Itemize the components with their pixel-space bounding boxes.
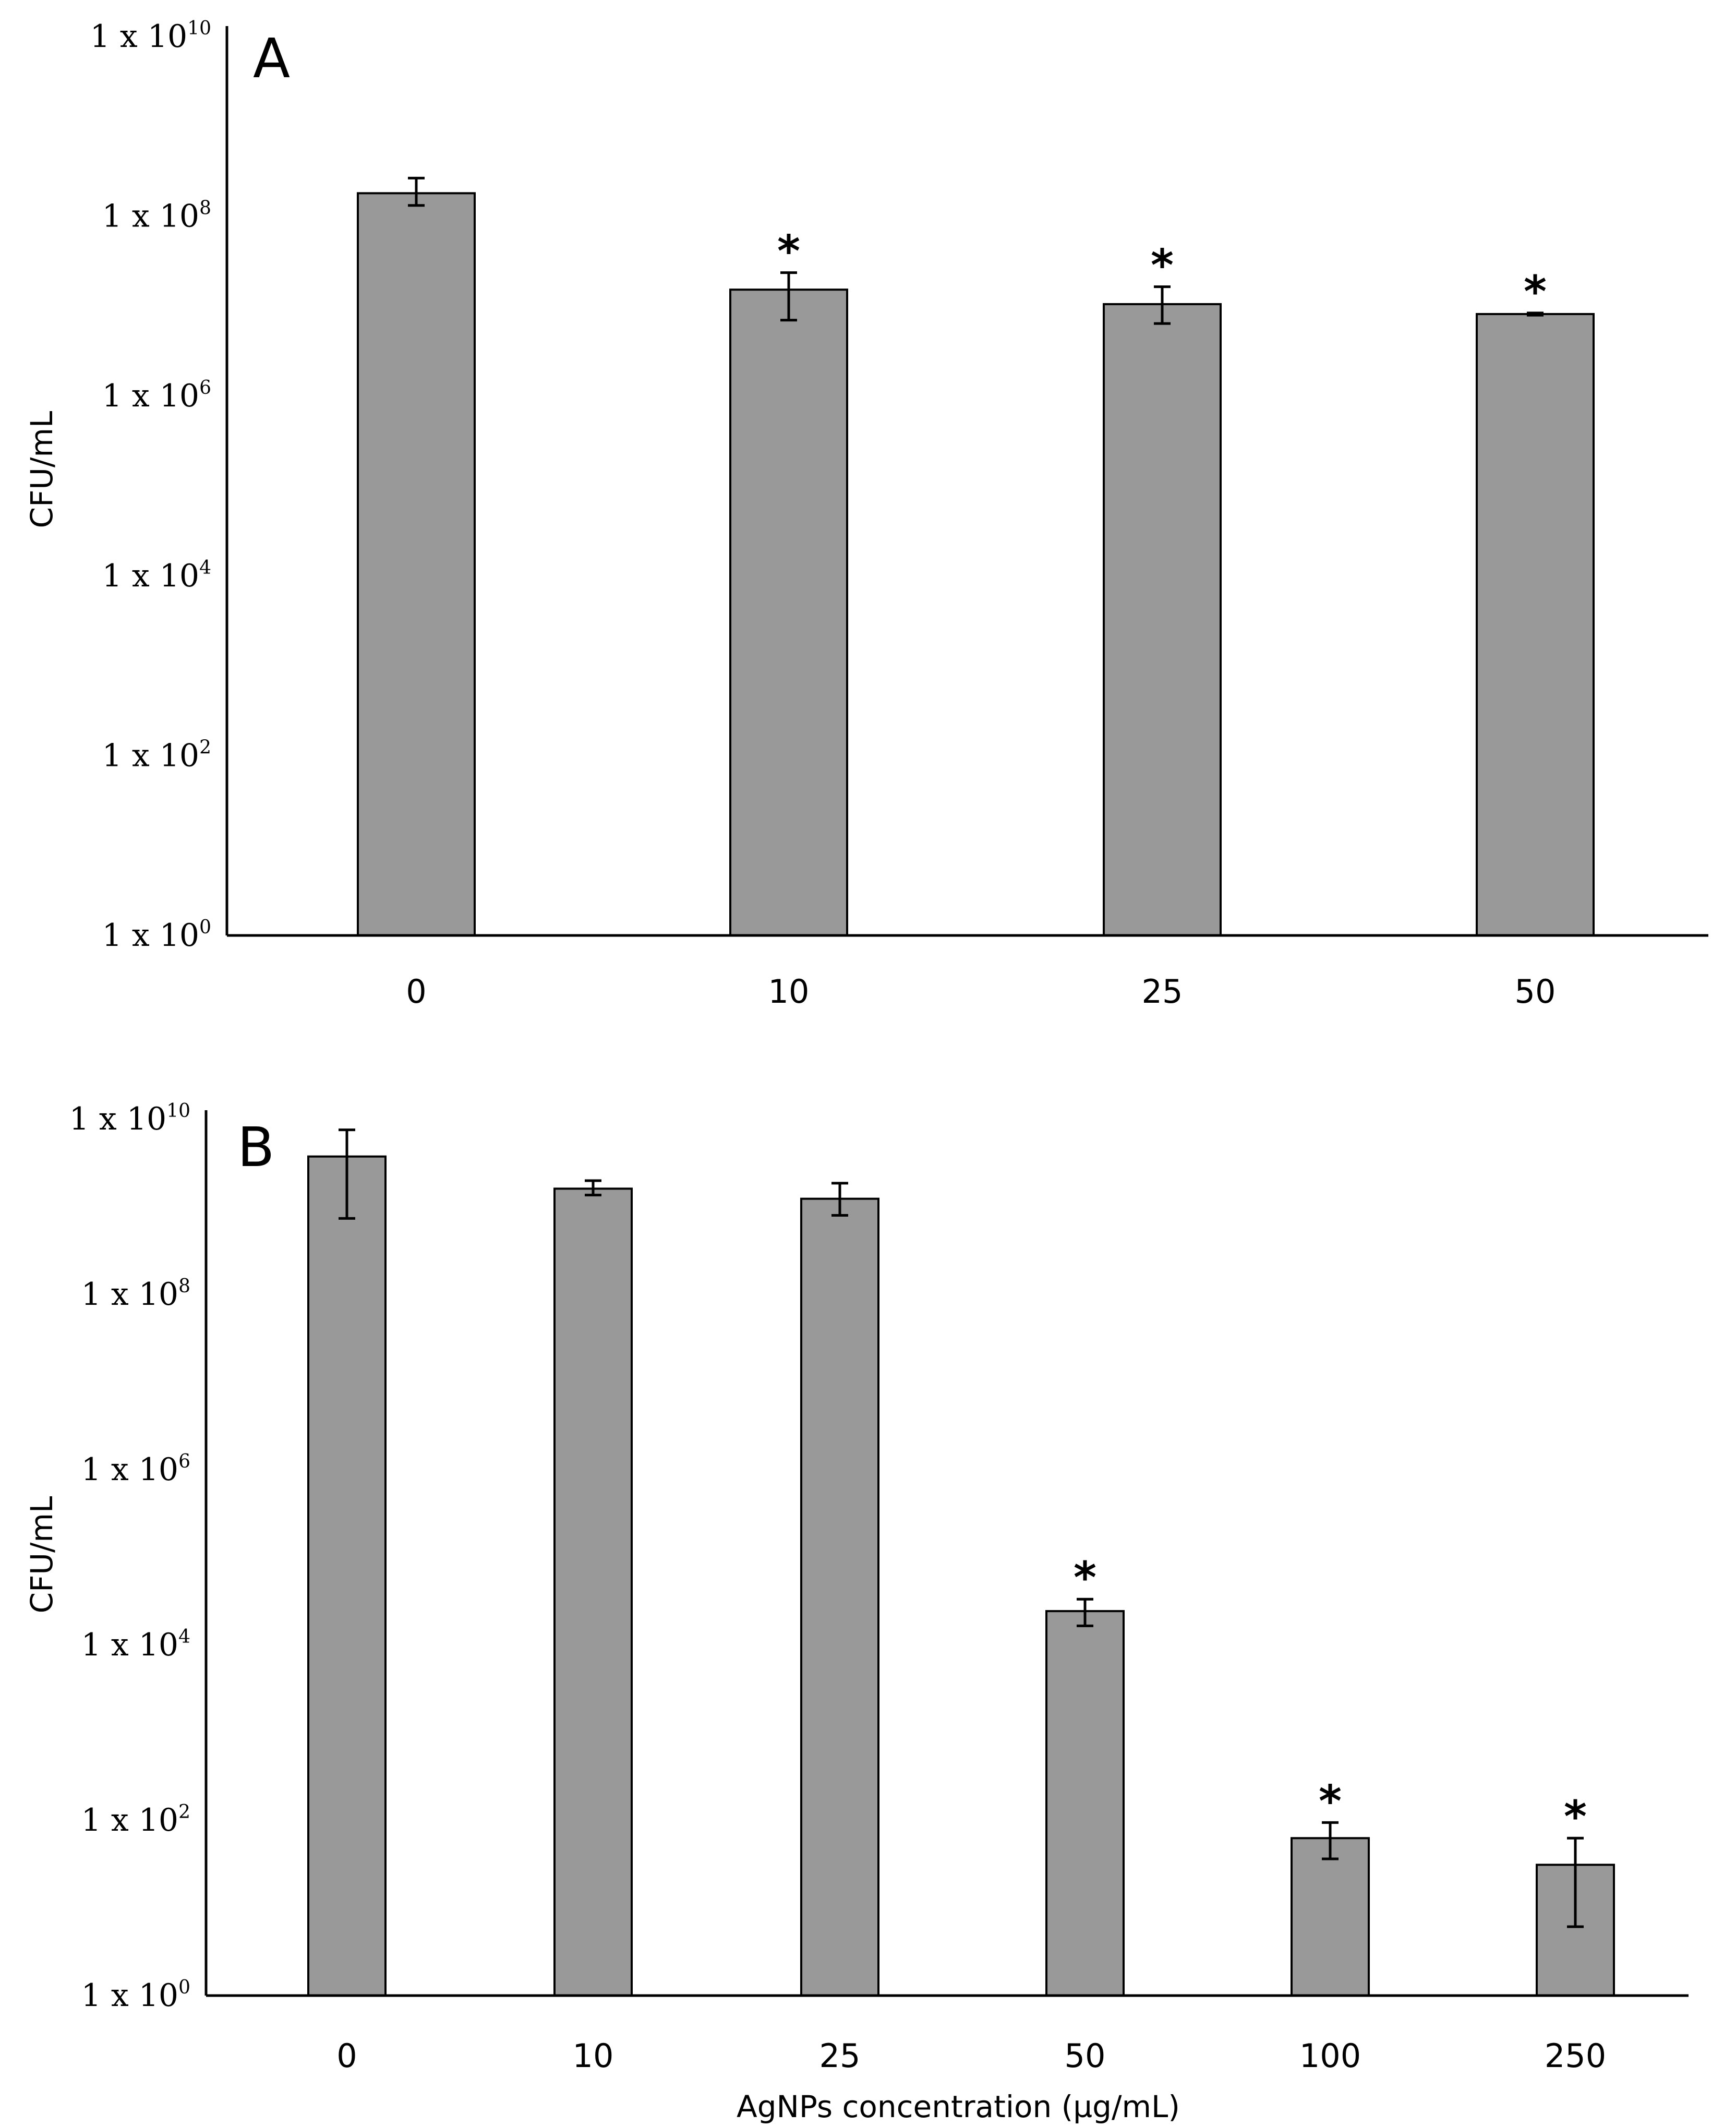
bar xyxy=(553,1187,633,1997)
x-tick-label: 50 xyxy=(1065,2037,1106,2075)
y-tick-label: 1 x 108 xyxy=(81,1276,190,1313)
y-tick-label: 1 x 106 xyxy=(81,1451,190,1488)
x-tick-label: 25 xyxy=(819,2037,861,2075)
panel-b-error-bars xyxy=(339,1128,1584,1928)
y-tick-exponent: 4 xyxy=(178,1626,190,1648)
y-tick-base: 1 x 10 xyxy=(90,18,188,55)
x-tick-label: 10 xyxy=(768,972,810,1011)
y-tick-exponent: 10 xyxy=(187,18,211,39)
x-tick-label: 25 xyxy=(1142,972,1183,1011)
y-tick-exponent: 4 xyxy=(199,557,211,579)
panel-b-y-axis-title: CFU/mL xyxy=(24,1496,59,1614)
bar xyxy=(1476,313,1595,937)
y-tick-base: 1 x 10 xyxy=(81,1451,179,1488)
y-tick-label: 1 x 1010 xyxy=(69,1100,190,1137)
x-tick-label: 10 xyxy=(573,2037,614,2075)
panel-a-x-tick-labels: 0 10 25 50 xyxy=(406,972,1556,1011)
x-tick-label: 250 xyxy=(1545,2037,1606,2075)
significance-star: * xyxy=(777,226,800,277)
bar xyxy=(1045,1610,1125,1997)
y-tick-label: 1 x 104 xyxy=(102,557,211,594)
significance-star: * xyxy=(1151,240,1174,291)
panel-a-y-axis-title: CFU/mL xyxy=(24,411,59,529)
y-tick-label: 1 x 1010 xyxy=(90,18,211,55)
y-tick-exponent: 2 xyxy=(178,1801,190,1823)
panel-b-bars xyxy=(307,1155,1615,1997)
panel-b-significance-markers: * * * xyxy=(1074,1552,1587,1842)
panel-a-label: A xyxy=(253,27,290,90)
y-tick-label: 1 x 106 xyxy=(102,377,211,414)
y-tick-exponent: 10 xyxy=(166,1100,190,1122)
bar xyxy=(1103,303,1222,936)
y-tick-base: 1 x 10 xyxy=(81,1802,179,1839)
significance-star: * xyxy=(1074,1552,1096,1603)
y-tick-base: 1 x 10 xyxy=(102,917,200,954)
x-tick-label: 100 xyxy=(1299,2037,1361,2075)
y-tick-base: 1 x 10 xyxy=(81,1276,179,1313)
y-tick-base: 1 x 10 xyxy=(102,378,200,414)
y-tick-base: 1 x 10 xyxy=(102,198,200,235)
y-tick-label: 1 x 100 xyxy=(102,917,211,954)
y-tick-exponent: 8 xyxy=(199,198,211,219)
y-tick-exponent: 0 xyxy=(199,917,211,938)
y-tick-base: 1 x 10 xyxy=(102,558,200,594)
x-tick-label: 50 xyxy=(1515,972,1556,1011)
y-tick-label: 1 x 108 xyxy=(102,198,211,235)
y-tick-base: 1 x 10 xyxy=(81,1977,179,2014)
y-tick-label: 1 x 102 xyxy=(102,737,211,774)
y-tick-label: 1 x 100 xyxy=(81,1977,190,2014)
significance-star: * xyxy=(1524,266,1547,317)
bar xyxy=(729,289,848,936)
y-tick-exponent: 8 xyxy=(178,1276,190,1297)
y-tick-base: 1 x 10 xyxy=(81,1627,179,1663)
y-tick-label: 1 x 104 xyxy=(81,1626,190,1663)
bar xyxy=(307,1155,387,1997)
y-tick-base: 1 x 10 xyxy=(102,737,200,774)
x-tick-label: 0 xyxy=(336,2037,357,2075)
panel-a-error-bars xyxy=(408,176,1544,325)
y-tick-label: 1 x 102 xyxy=(81,1801,190,1839)
y-tick-exponent: 0 xyxy=(178,1977,190,1998)
panel-b-x-axis-title: AgNPs concentration (µg/mL) xyxy=(737,2089,1180,2124)
significance-star: * xyxy=(1319,1775,1342,1827)
bar xyxy=(800,1197,879,1997)
bar xyxy=(1291,1837,1370,1997)
y-tick-base: 1 x 10 xyxy=(69,1101,167,1137)
y-tick-exponent: 6 xyxy=(178,1451,190,1472)
x-tick-label: 0 xyxy=(406,972,426,1011)
significance-star: * xyxy=(1564,1791,1587,1842)
panel-b-label: B xyxy=(237,1115,274,1179)
panel-b-x-tick-labels: 0 10 25 50 100 250 xyxy=(336,2037,1606,2075)
panel-a-bars xyxy=(357,192,1595,937)
bar xyxy=(357,192,476,936)
y-tick-exponent: 6 xyxy=(199,377,211,399)
y-tick-exponent: 2 xyxy=(199,737,211,758)
panel-a-significance-markers: * * * xyxy=(777,226,1547,317)
